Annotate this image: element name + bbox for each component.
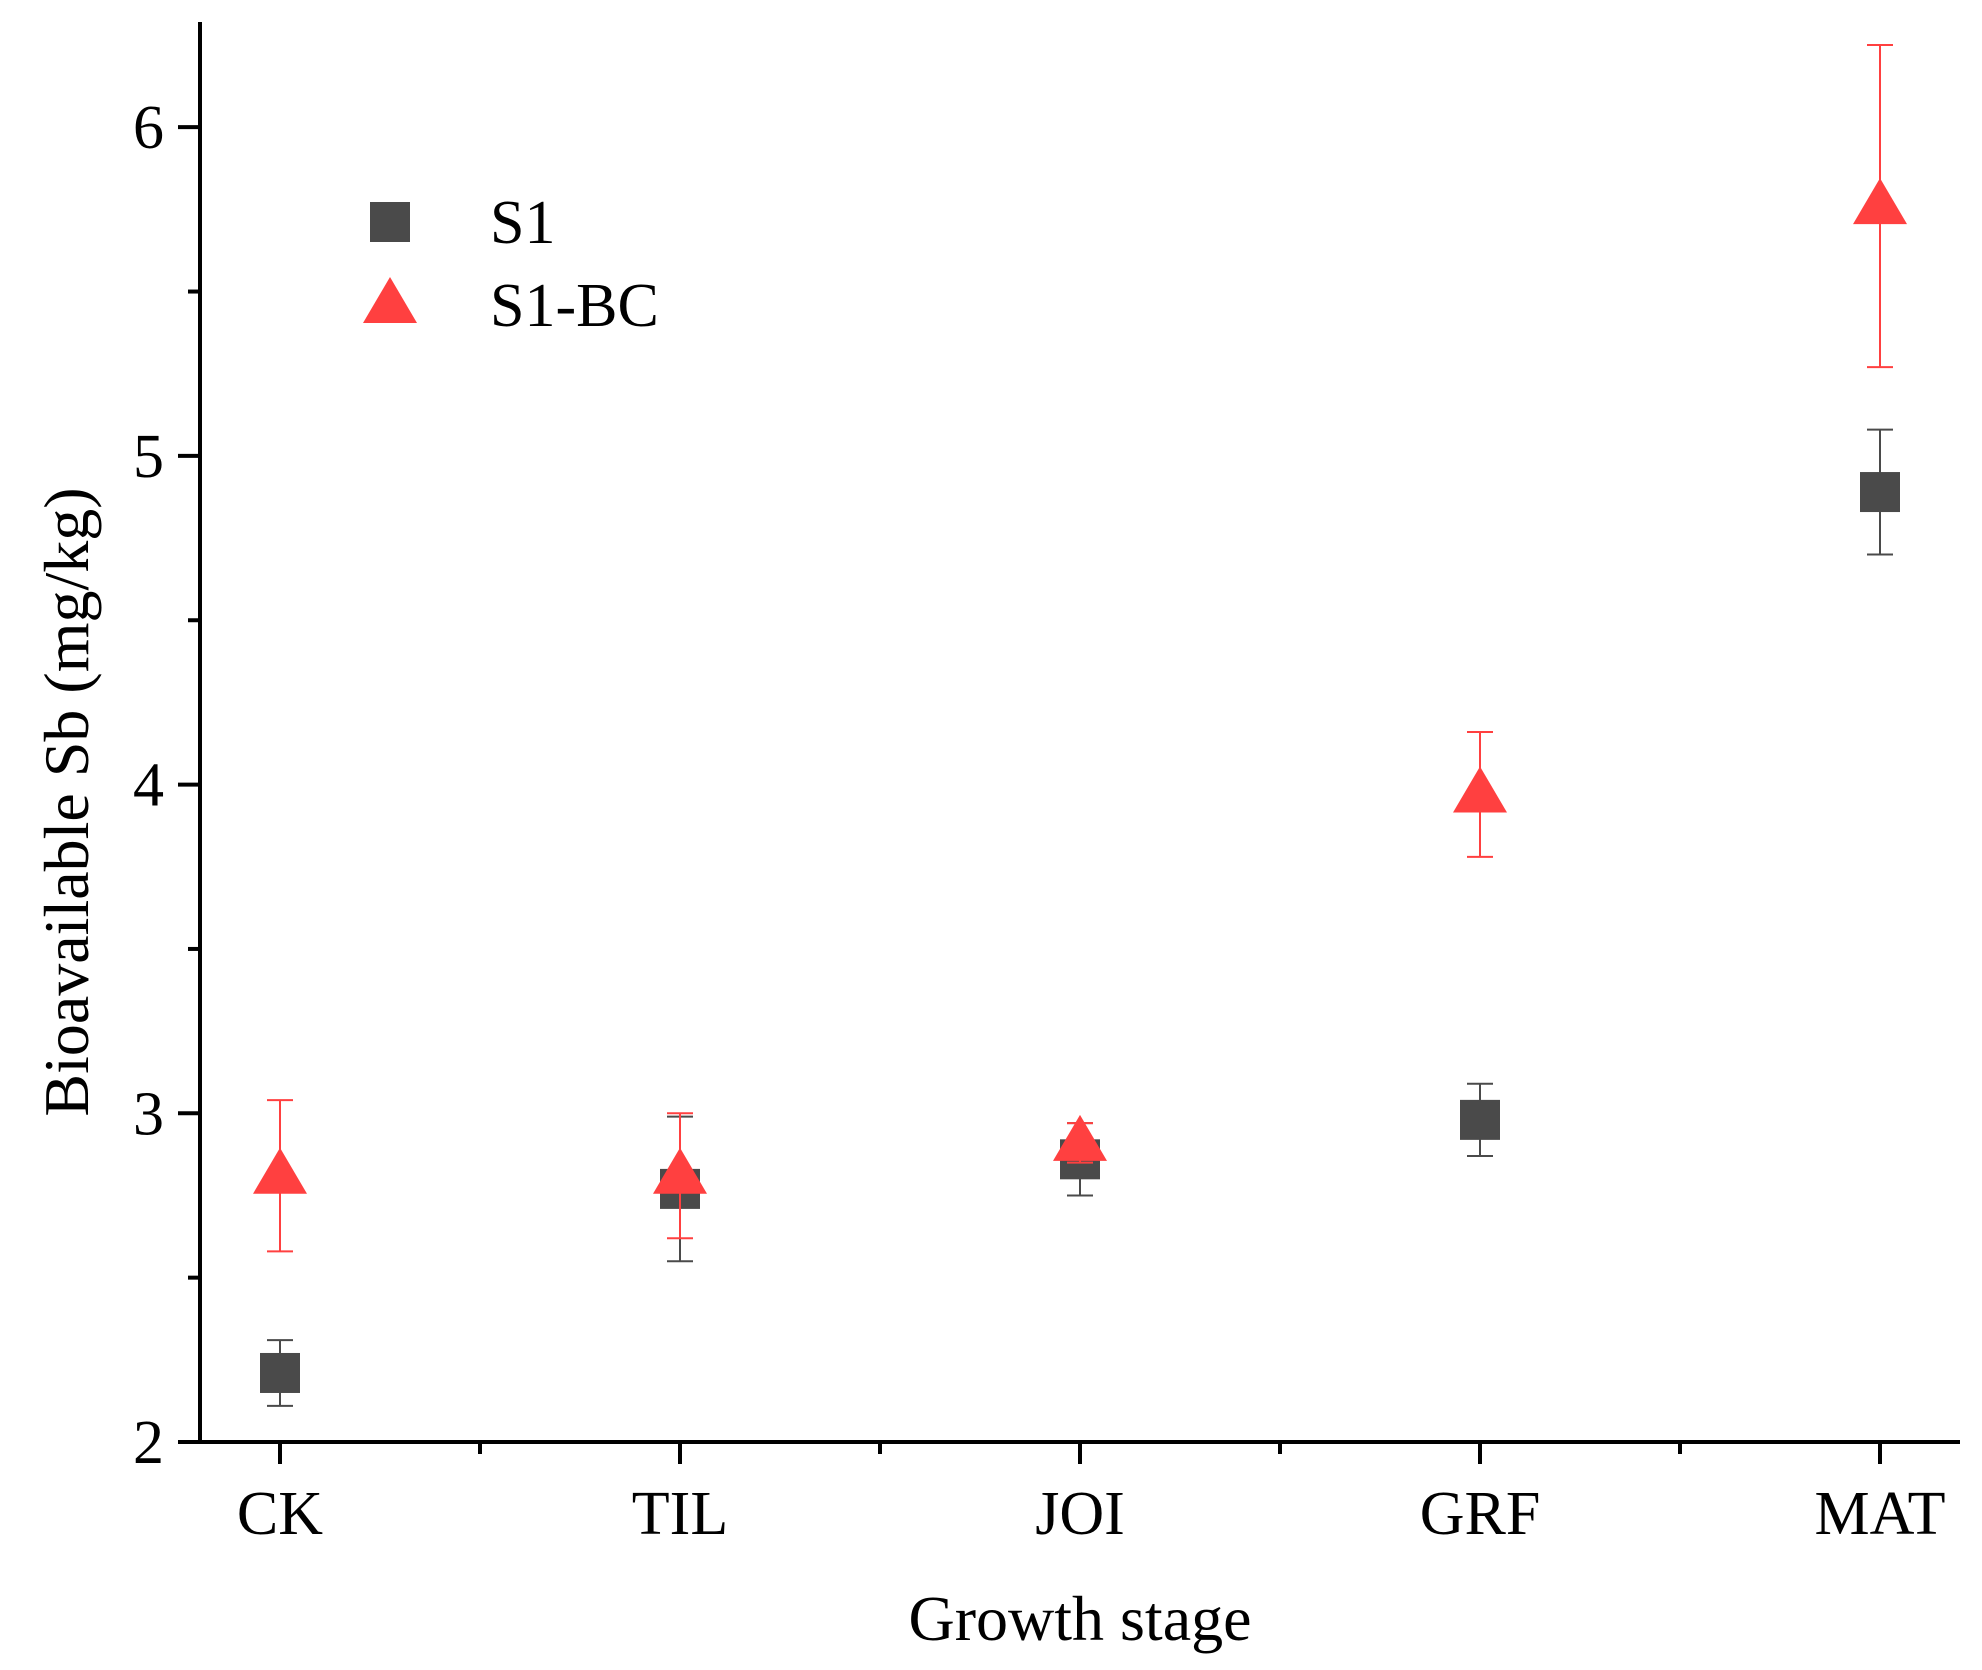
y-tick-label: 3 <box>133 1080 164 1148</box>
legend-label: S1 <box>490 189 555 257</box>
data-point <box>1853 178 1907 225</box>
legend: S1 S1-BC <box>363 189 659 340</box>
legend-item: S1 <box>370 189 555 257</box>
x-tick-label: MAT <box>1815 1480 1946 1548</box>
data-point <box>1453 766 1507 813</box>
y-tick-label: 4 <box>133 752 164 820</box>
data-point <box>1053 1114 1107 1161</box>
legend-item: S1-BC <box>363 272 659 340</box>
y-tick-label: 2 <box>133 1409 164 1477</box>
series-s1 <box>260 428 1900 1407</box>
x-axis-title: Growth stage <box>908 1583 1251 1654</box>
data-point <box>260 1352 300 1393</box>
x-tick-label: GRF <box>1420 1480 1541 1548</box>
data-point <box>1860 472 1900 513</box>
series-s1-bc <box>253 44 1907 1253</box>
data-marks <box>253 44 1907 1407</box>
y-axis-title: Bioavailable Sb (mg/kg) <box>31 487 102 1116</box>
data-point <box>1460 1099 1500 1140</box>
y-tick-label: 5 <box>133 423 164 491</box>
legend-label: S1-BC <box>490 272 659 340</box>
axes: 2 3 4 5 6 CK TIL JOI GRF MAT <box>133 22 1960 1548</box>
data-point <box>253 1147 307 1194</box>
x-tick-label: CK <box>237 1480 323 1548</box>
legend-marker <box>363 277 417 323</box>
legend-marker <box>370 202 410 242</box>
data-point <box>653 1147 707 1194</box>
x-tick-label: JOI <box>1035 1480 1125 1548</box>
x-tick-label: TIL <box>632 1480 728 1548</box>
y-tick-label: 6 <box>133 94 164 162</box>
